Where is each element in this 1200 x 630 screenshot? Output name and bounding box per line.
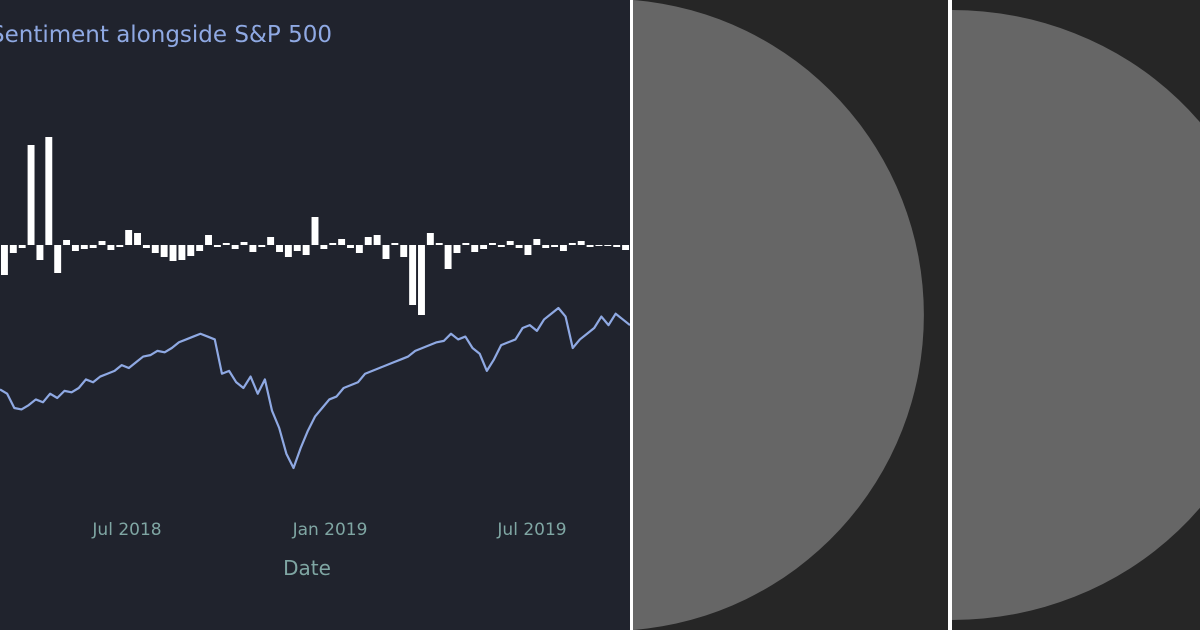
sentiment-bar bbox=[595, 245, 603, 246]
sentiment-bar bbox=[196, 245, 204, 251]
sentiment-bar bbox=[267, 237, 275, 245]
sentiment-bar bbox=[89, 245, 97, 248]
sentiment-bar bbox=[160, 245, 168, 257]
sentiment-bar bbox=[276, 245, 283, 252]
sentiment-bar bbox=[63, 240, 71, 245]
sentiment-bar bbox=[178, 245, 186, 260]
sentiment-bar bbox=[98, 241, 106, 245]
sp500-line bbox=[0, 306, 630, 470]
sentiment-bar bbox=[36, 245, 44, 260]
sentiment-bar bbox=[54, 245, 62, 273]
sentiment-bar bbox=[71, 245, 79, 251]
sentiment-bar bbox=[577, 241, 585, 245]
sentiment-bar bbox=[116, 245, 124, 247]
image-placeholder-2 bbox=[952, 0, 1200, 630]
sentiment-bar bbox=[231, 245, 239, 249]
sentiment-bar bbox=[311, 217, 319, 245]
half-circle-shape bbox=[633, 0, 924, 630]
chart-panel: Sentiment alongside S&P 500 Jul 2018 Jan… bbox=[0, 0, 630, 630]
sentiment-bar bbox=[338, 239, 346, 245]
sentiment-bar bbox=[613, 245, 621, 247]
sentiment-bar bbox=[320, 245, 328, 249]
sentiment-bar bbox=[205, 235, 212, 245]
sentiment-bar bbox=[187, 245, 195, 256]
x-axis-title: Date bbox=[283, 556, 331, 580]
sentiment-bar bbox=[27, 145, 35, 245]
sentiment-bar bbox=[506, 241, 514, 245]
sentiment-bar bbox=[435, 243, 443, 245]
sentiment-bar bbox=[258, 245, 266, 247]
sentiment-bar bbox=[9, 245, 17, 253]
sentiment-bar bbox=[293, 245, 301, 251]
sentiment-bar bbox=[471, 245, 479, 252]
sentiment-bar bbox=[373, 235, 381, 245]
sentiment-bar bbox=[355, 245, 363, 253]
sentiment-bar bbox=[497, 245, 505, 247]
x-tick-label-jul-2019: Jul 2019 bbox=[497, 520, 567, 540]
sentiment-bar bbox=[213, 245, 221, 247]
sentiment-bar bbox=[302, 245, 310, 255]
sentiment-bar bbox=[169, 245, 177, 261]
sentiment-bar bbox=[0, 245, 8, 275]
image-placeholder-1 bbox=[633, 0, 948, 630]
sentiment-bar bbox=[622, 245, 630, 250]
sentiment-bar bbox=[418, 245, 425, 315]
sentiment-bar bbox=[462, 243, 470, 245]
sentiment-bar bbox=[80, 245, 88, 249]
sentiment-bar bbox=[347, 245, 354, 248]
sentiment-bar bbox=[382, 245, 390, 259]
sentiment-bar bbox=[444, 245, 452, 269]
sentiment-bar bbox=[559, 245, 567, 251]
half-circle-shape bbox=[952, 10, 1200, 620]
sentiment-bar bbox=[480, 245, 488, 249]
sentiment-bar bbox=[586, 245, 594, 247]
sentiment-bar bbox=[284, 245, 292, 257]
sentiment-bar bbox=[142, 245, 150, 248]
sentiment-bar bbox=[107, 245, 115, 250]
sentiment-bar bbox=[524, 245, 532, 255]
x-tick-label-jan-2019: Jan 2019 bbox=[292, 520, 368, 540]
sentiment-bar bbox=[568, 243, 576, 245]
sentiment-bar bbox=[542, 245, 550, 248]
sentiment-bar bbox=[453, 245, 461, 253]
sentiment-bar bbox=[391, 243, 399, 245]
sentiment-bar bbox=[489, 243, 496, 245]
sentiment-bar bbox=[45, 137, 53, 245]
sentiment-bar bbox=[151, 245, 159, 253]
x-tick-label-jul-2018: Jul 2018 bbox=[92, 520, 162, 540]
sentiment-bar bbox=[604, 245, 612, 246]
sentiment-bar bbox=[409, 245, 417, 305]
sentiment-bar bbox=[249, 245, 257, 252]
sentiment-bar bbox=[125, 230, 133, 245]
sentiment-bar bbox=[222, 243, 230, 245]
sentiment-bar bbox=[364, 237, 372, 245]
sentiment-bar bbox=[426, 233, 434, 245]
chart-plot bbox=[0, 137, 630, 470]
sentiment-bar bbox=[551, 245, 559, 247]
sentiment-bar bbox=[18, 245, 26, 248]
sentiment-bar bbox=[134, 233, 141, 245]
sentiment-bar bbox=[240, 242, 248, 245]
sentiment-bar bbox=[400, 245, 408, 257]
sentiment-bar bbox=[329, 243, 337, 245]
sentiment-bar bbox=[533, 239, 541, 245]
sentiment-bar bbox=[515, 245, 523, 248]
chart-title: Sentiment alongside S&P 500 bbox=[0, 22, 332, 48]
